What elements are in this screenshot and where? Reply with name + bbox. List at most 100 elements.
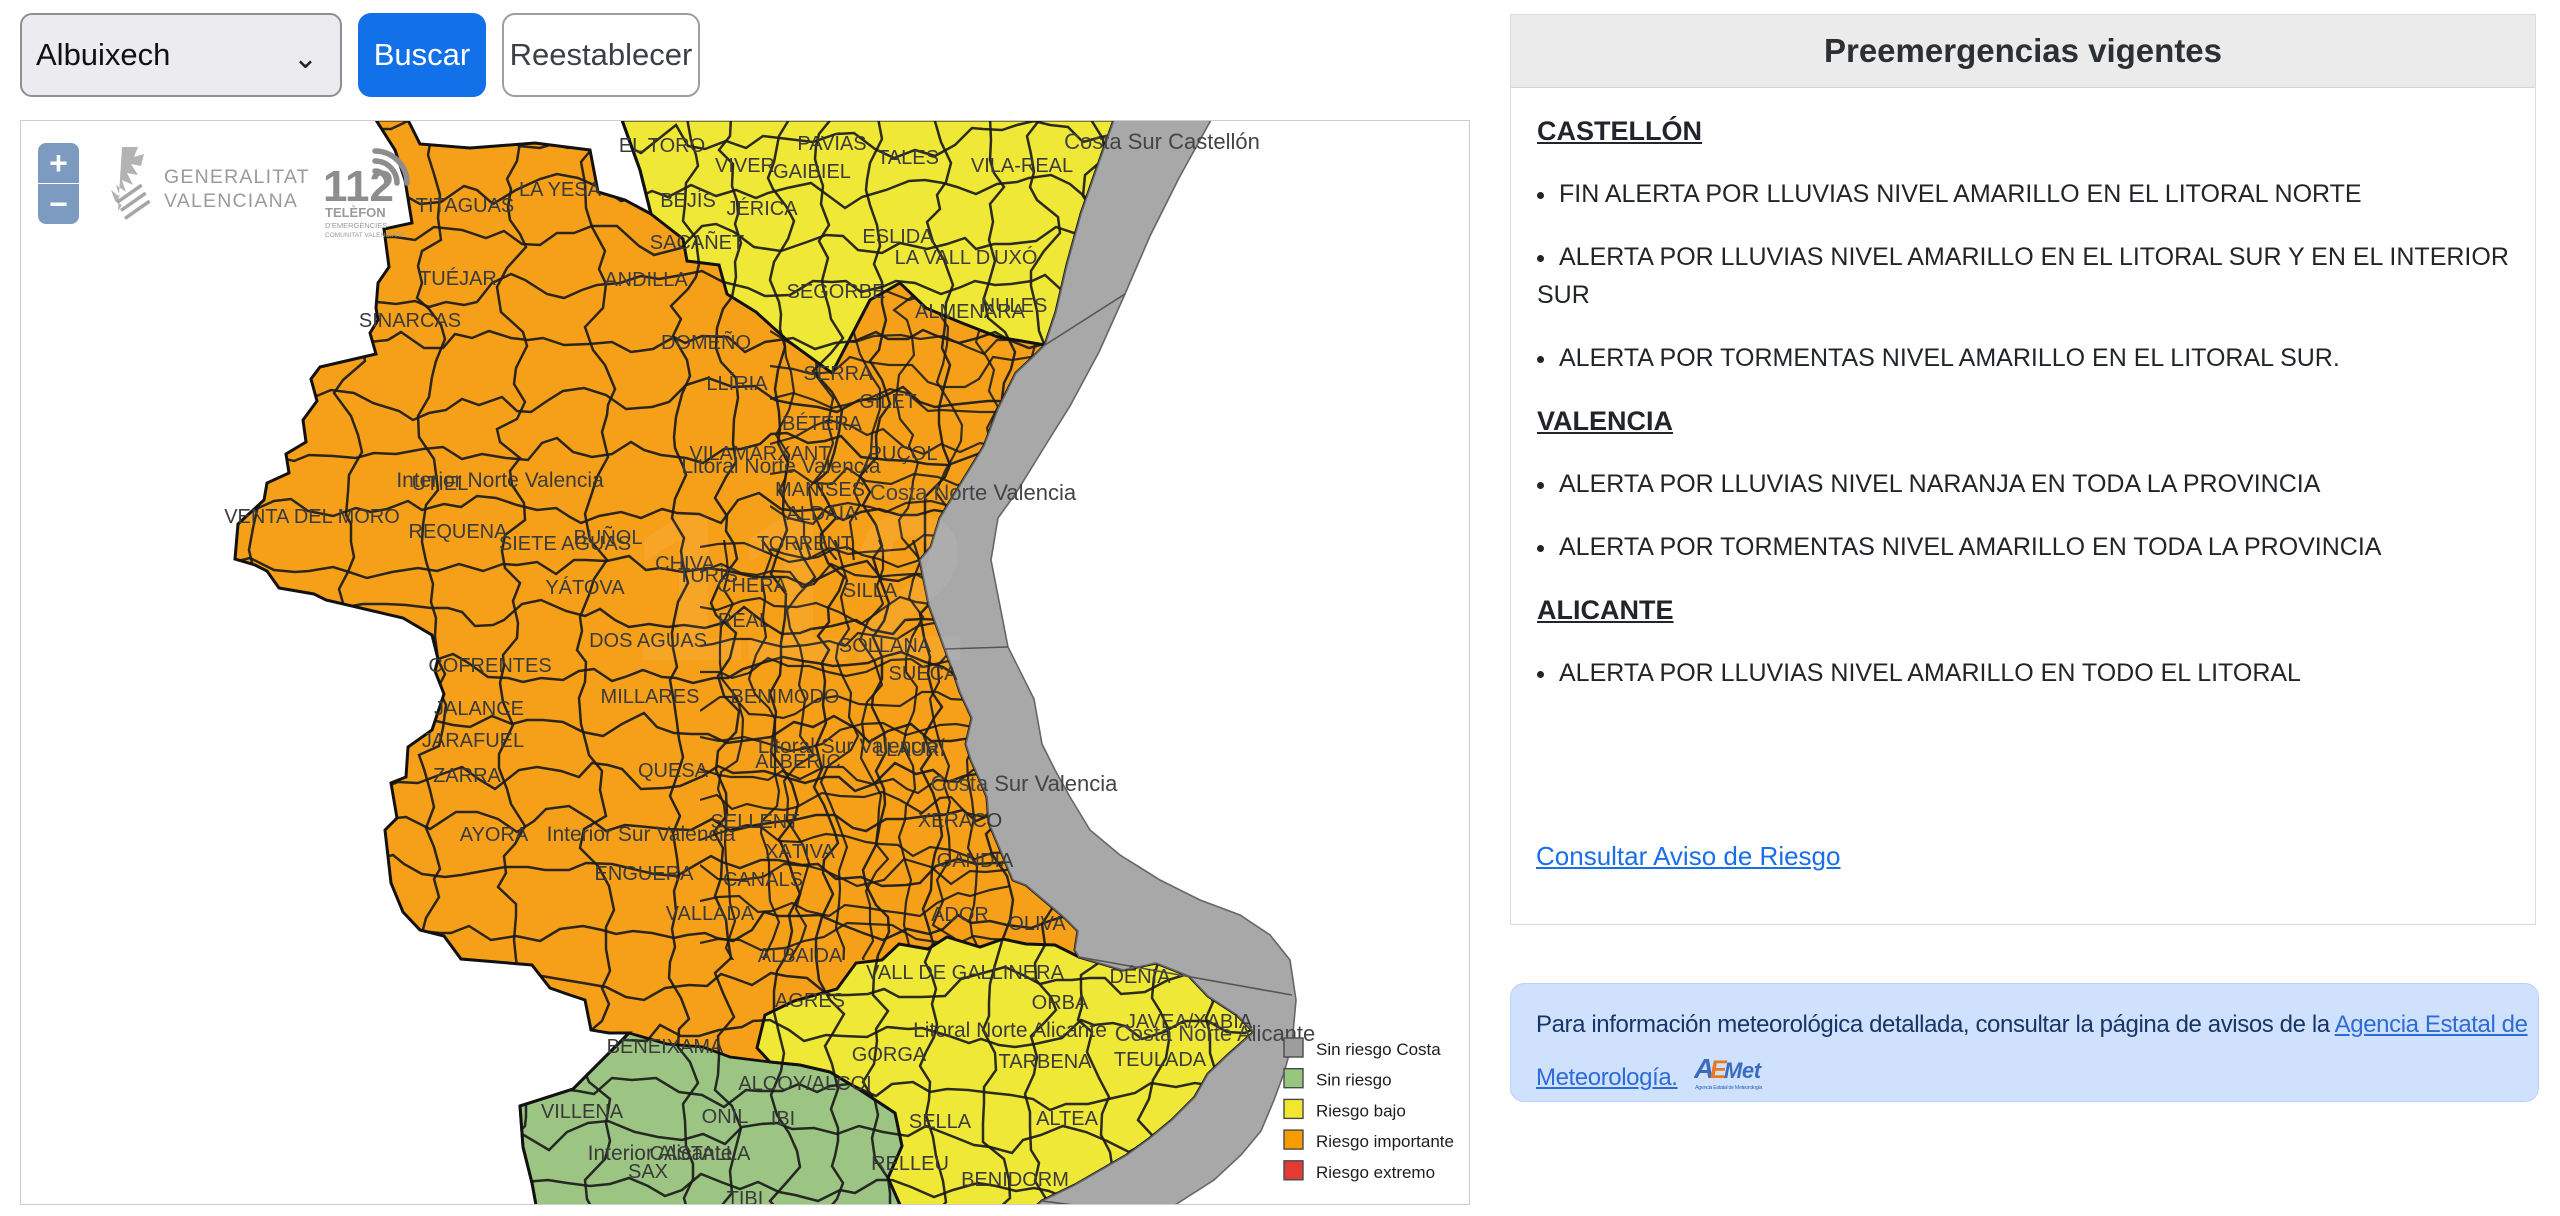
svg-text:AGRES: AGRES (775, 990, 845, 1012)
svg-text:XERACO: XERACO (918, 810, 1002, 832)
svg-text:ALMENARA: ALMENARA (915, 301, 1026, 323)
svg-text:UTIEL: UTIEL (412, 473, 469, 495)
svg-text:CASTALLA: CASTALLA (650, 1143, 751, 1165)
svg-text:TUÉJAR: TUÉJAR (419, 267, 497, 290)
svg-text:VILLENA: VILLENA (541, 1101, 624, 1123)
svg-text:NULES: NULES (981, 295, 1048, 317)
svg-text:ORBA: ORBA (1032, 992, 1089, 1014)
svg-text:TITAGUAS: TITAGUAS (416, 195, 515, 217)
svg-text:VALENCIANA: VALENCIANA (164, 190, 298, 212)
svg-text:TALES: TALES (877, 147, 939, 169)
svg-text:VALL DE GALLINERA: VALL DE GALLINERA (866, 962, 1065, 984)
svg-text:SERRA: SERRA (804, 363, 874, 385)
svg-text:E: E (1710, 1056, 1728, 1084)
svg-text:MANISES: MANISES (775, 479, 865, 501)
svg-text:GILET: GILET (859, 391, 917, 413)
svg-text:Litoral Sur Valencia: Litoral Sur Valencia (758, 735, 939, 758)
svg-text:AYORA: AYORA (460, 824, 529, 846)
svg-text:ESLIDA: ESLIDA (862, 226, 934, 248)
svg-text:112: 112 (323, 162, 394, 211)
svg-text:TELÈFON: TELÈFON (325, 205, 386, 220)
svg-text:Costa Sur Valencia: Costa Sur Valencia (931, 771, 1118, 796)
svg-text:CHERA: CHERA (717, 575, 788, 597)
svg-text:SELLENT: SELLENT (711, 811, 800, 833)
svg-text:SACAÑET: SACAÑET (650, 230, 744, 254)
svg-text:ENGUERA: ENGUERA (595, 863, 695, 885)
svg-text:VENTA DEL MORO: VENTA DEL MORO (224, 506, 400, 528)
svg-text:Interior Sur Valencia: Interior Sur Valencia (547, 823, 736, 846)
svg-text:TARBENA: TARBENA (999, 1051, 1093, 1073)
svg-text:ADOR: ADOR (931, 904, 989, 926)
svg-text:COMUNITAT VALENCIANA: COMUNITAT VALENCIANA (325, 232, 406, 239)
svg-text:BENIMODO: BENIMODO (731, 686, 840, 708)
svg-text:Riesgo extremo: Riesgo extremo (1316, 1163, 1435, 1182)
svg-text:Met: Met (1724, 1058, 1763, 1083)
svg-text:Litoral Norte Valencia: Litoral Norte Valencia (681, 455, 881, 478)
svg-text:BENIDORM: BENIDORM (961, 1169, 1069, 1191)
svg-text:SILLA: SILLA (843, 580, 898, 602)
svg-text:112: 112 (630, 470, 969, 705)
svg-text:EL TORO: EL TORO (619, 135, 705, 157)
svg-text:XÀTIVA: XÀTIVA (765, 840, 835, 863)
svg-text:TIBI: TIBI (727, 1188, 764, 1204)
svg-text:JAVEA/XABIA: JAVEA/XABIA (1126, 1011, 1253, 1033)
svg-text:GORGA: GORGA (852, 1044, 927, 1066)
svg-text:ONIL: ONIL (702, 1106, 749, 1128)
svg-text:JÉRICA: JÉRICA (726, 197, 798, 220)
svg-text:A: A (1694, 1053, 1714, 1084)
svg-text:DÉNIA: DÉNIA (1109, 965, 1171, 988)
svg-text:SINARCAS: SINARCAS (359, 310, 461, 332)
svg-text:Sin riesgo: Sin riesgo (1316, 1071, 1392, 1090)
svg-text:BUÑOL: BUÑOL (574, 525, 643, 549)
svg-text:COFRENTES: COFRENTES (428, 655, 551, 677)
svg-text:YÁTOVA: YÁTOVA (545, 576, 625, 599)
svg-text:BEJÍS: BEJÍS (660, 189, 716, 212)
svg-text:Sin riesgo Costa: Sin riesgo Costa (1316, 1040, 1441, 1059)
svg-text:Riesgo importante: Riesgo importante (1316, 1132, 1454, 1151)
svg-text:ALBAIDA: ALBAIDA (758, 945, 843, 967)
svg-text:SUECA: SUECA (889, 663, 959, 685)
svg-text:SAX: SAX (628, 1161, 668, 1183)
svg-text:BENEIXAMA: BENEIXAMA (607, 1036, 724, 1058)
svg-text:TEULADA: TEULADA (1114, 1049, 1207, 1071)
svg-text:ALCOY/ALCOI: ALCOY/ALCOI (738, 1073, 871, 1095)
svg-text:Interior Alicante: Interior Alicante (588, 1142, 733, 1165)
svg-text:LLÍRIA: LLÍRIA (706, 372, 768, 395)
svg-text:Agencia Estatal de Meteorologí: Agencia Estatal de Meteorología (1695, 1085, 1763, 1091)
svg-text:SOLLANA: SOLLANA (839, 635, 932, 657)
svg-text:PUÇOL: PUÇOL (869, 443, 938, 465)
svg-text:VILA-REAL: VILA-REAL (971, 155, 1073, 177)
svg-text:SIETE AGUAS: SIETE AGUAS (499, 533, 631, 555)
svg-text:ZARRA: ZARRA (433, 765, 501, 787)
svg-text:GANDIA: GANDIA (937, 850, 1014, 872)
svg-text:Costa Norte Valencia: Costa Norte Valencia (870, 480, 1077, 505)
svg-text:QUESA: QUESA (638, 760, 709, 782)
svg-text:Interior Norte Valencia: Interior Norte Valencia (396, 469, 604, 492)
svg-text:SELLA: SELLA (909, 1111, 972, 1133)
svg-text:Costa Norte Alicante: Costa Norte Alicante (1115, 1021, 1316, 1046)
svg-text:JARAFUEL: JARAFUEL (422, 730, 524, 752)
svg-text:OLIVA: OLIVA (1008, 913, 1066, 935)
svg-text:LA VALL D'UXÓ: LA VALL D'UXÓ (895, 246, 1038, 269)
svg-text:TORRENT: TORRENT (757, 533, 853, 555)
svg-text:GENERALITAT: GENERALITAT (164, 166, 310, 188)
svg-text:ALDAIA: ALDAIA (786, 503, 858, 525)
svg-text:VILAMARXANT: VILAMARXANT (689, 443, 830, 465)
svg-text:Litoral Norte Alicante: Litoral Norte Alicante (913, 1019, 1107, 1042)
svg-text:VALLADA: VALLADA (666, 903, 755, 925)
svg-text:REAL: REAL (718, 610, 770, 632)
svg-text:JALANCE: JALANCE (434, 698, 524, 720)
svg-text:CANALS: CANALS (723, 869, 803, 891)
svg-text:TURÍS: TURÍS (678, 564, 738, 587)
svg-text:VIVER: VIVER (715, 155, 775, 177)
svg-text:BÉTERA: BÉTERA (782, 412, 863, 435)
svg-text:Riesgo bajo: Riesgo bajo (1316, 1101, 1406, 1120)
svg-text:CHIVA: CHIVA (655, 553, 715, 575)
svg-text:LLAURÍ: LLAURÍ (875, 738, 945, 761)
svg-text:D'EMERGÈNCIES: D'EMERGÈNCIES (325, 221, 387, 230)
svg-text:IBI: IBI (771, 1108, 795, 1130)
svg-text:ALBERIC: ALBERIC (755, 751, 841, 773)
svg-text:DOMEÑO: DOMEÑO (661, 330, 751, 354)
svg-text:LA YESA: LA YESA (519, 179, 602, 201)
svg-text:REQUENA: REQUENA (409, 521, 509, 543)
